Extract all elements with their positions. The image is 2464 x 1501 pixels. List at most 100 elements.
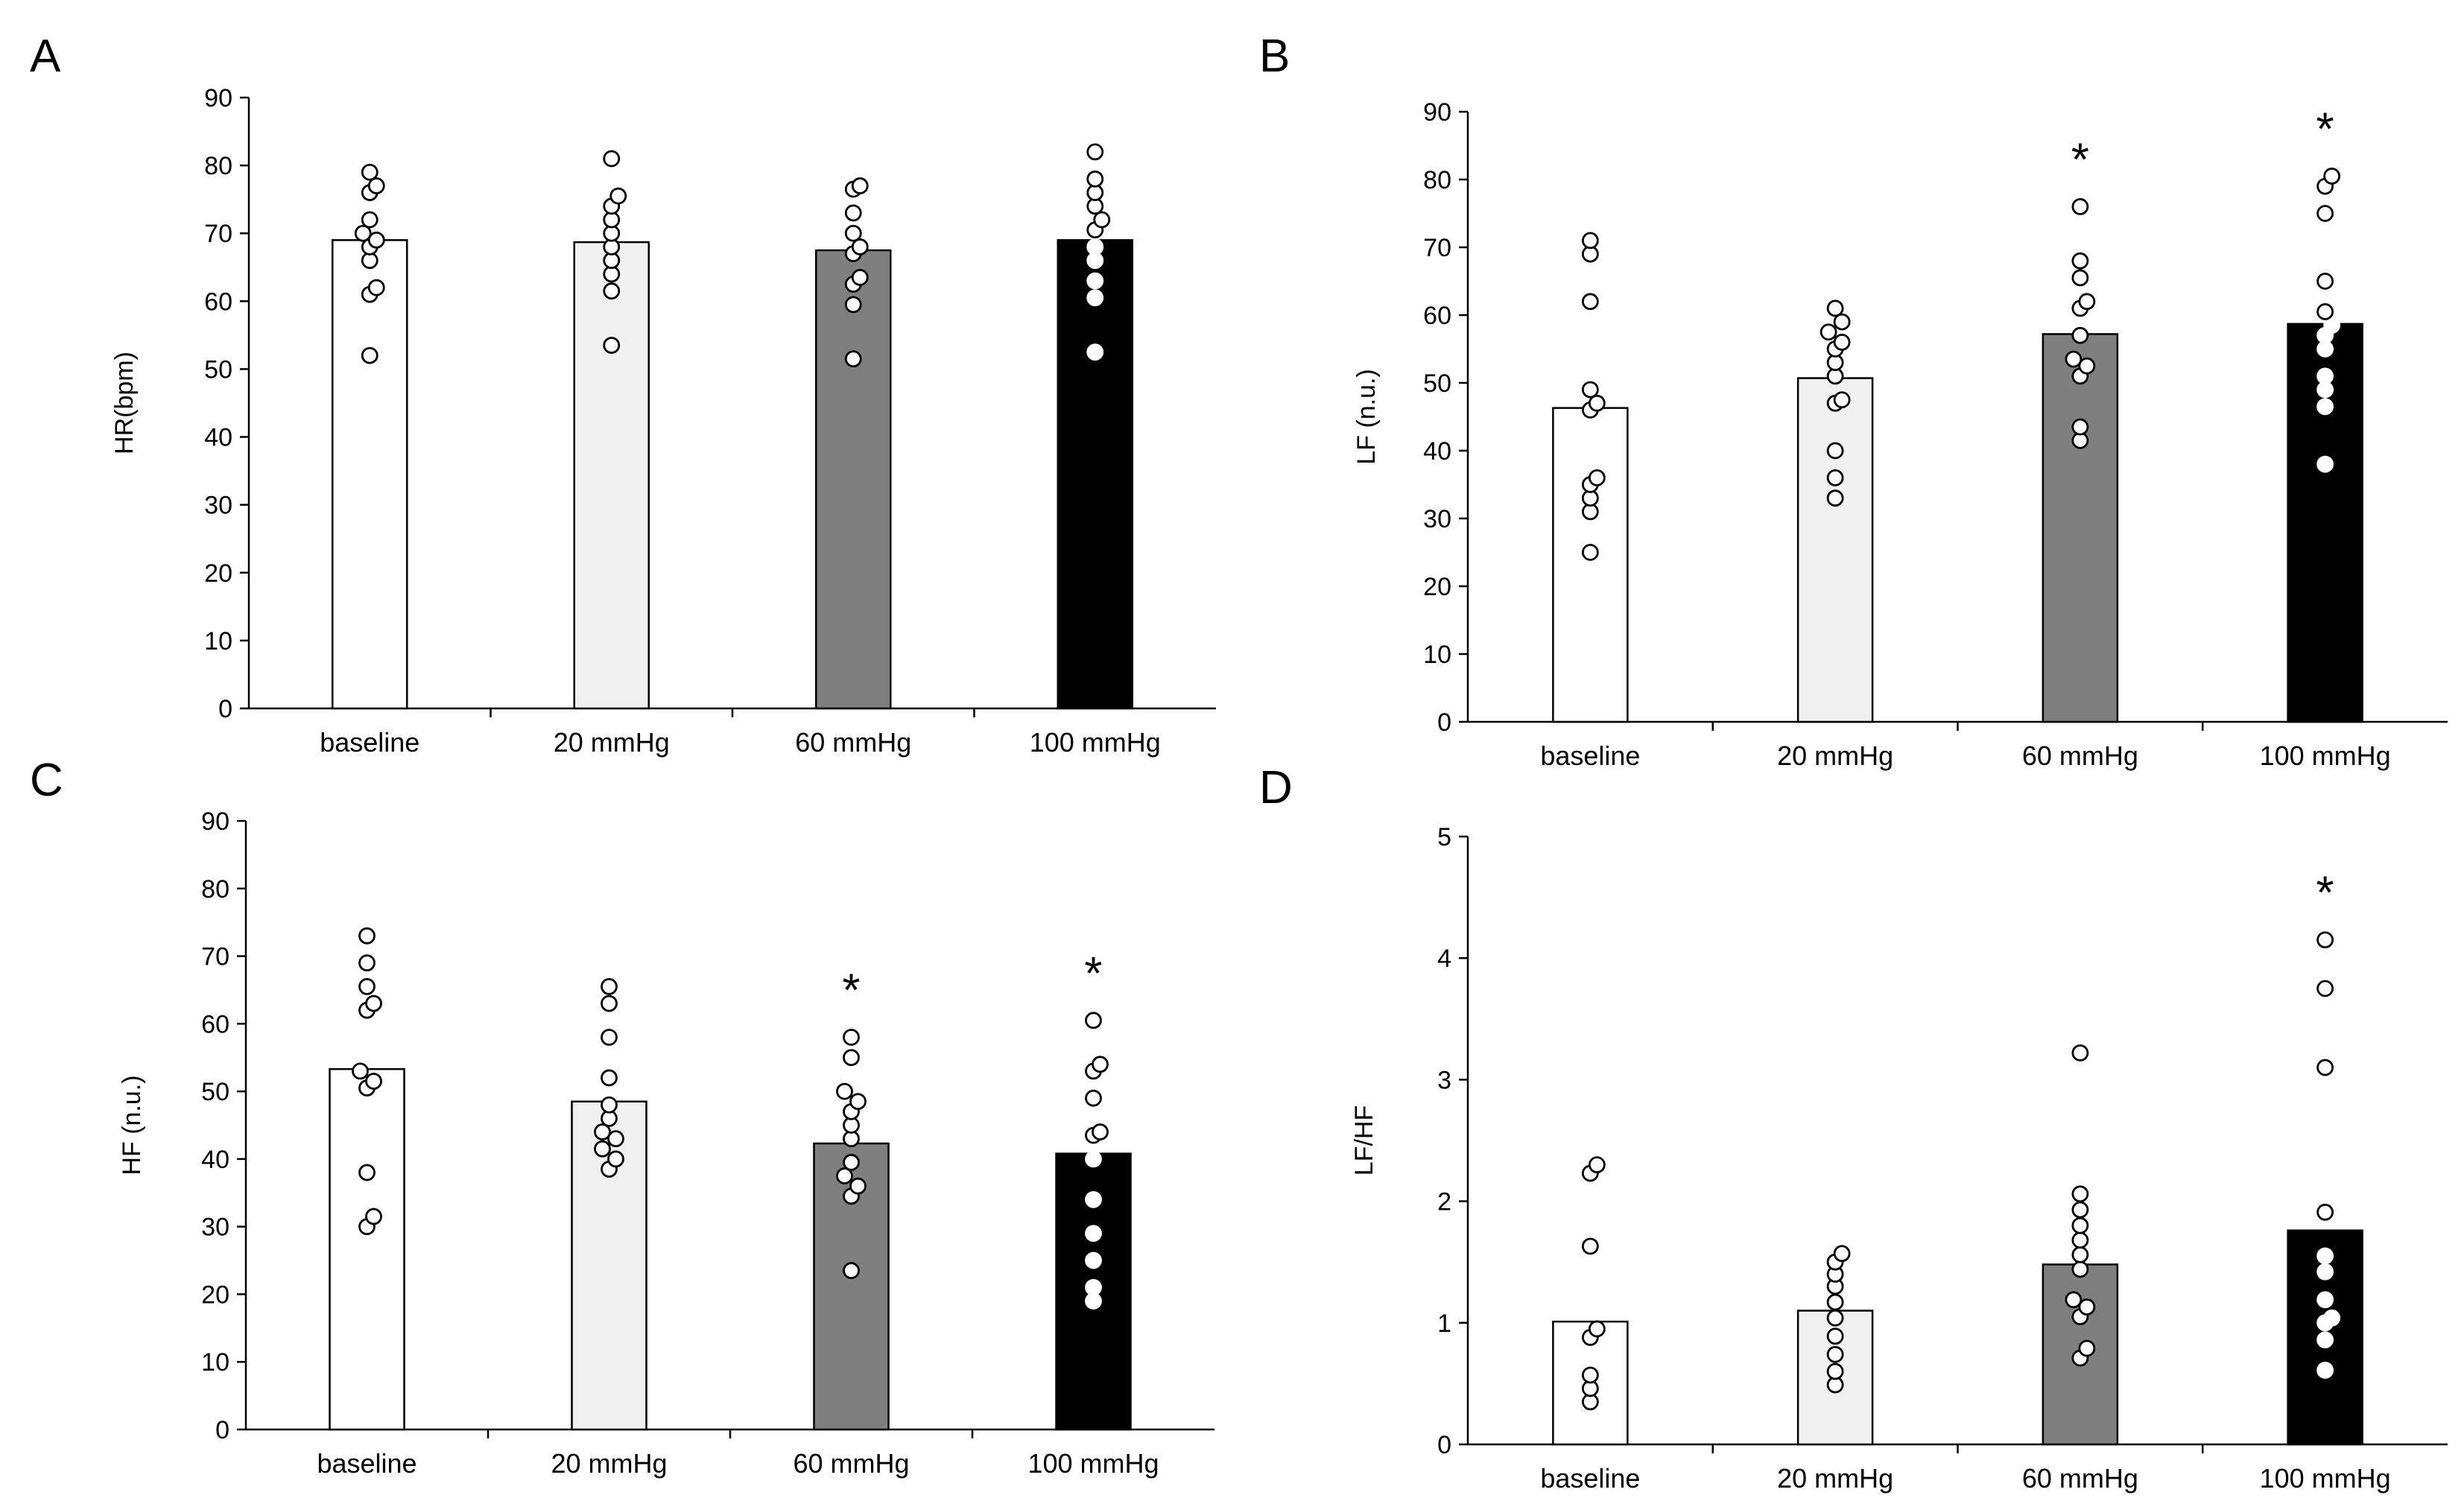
data-point (1086, 272, 1104, 290)
y-tick-label: 0 (1437, 1431, 1451, 1459)
data-point (843, 1049, 860, 1067)
data-point (1085, 1278, 1102, 1296)
y-tick-label: 5 (1437, 823, 1451, 851)
panel-D: D LF/HF 0 1 2 3 4 5 baseline 20 mmHg 60 mmHg 100 mm… (1259, 762, 2448, 1494)
y-tick-label: 0 (215, 1416, 229, 1444)
data-point (361, 346, 379, 364)
data-point (607, 1150, 624, 1168)
data-point (2316, 1203, 2334, 1221)
data-point (358, 954, 376, 972)
data-point (367, 177, 385, 194)
x-tick-label: 60 mmHg (795, 727, 911, 758)
significance-star: * (2316, 104, 2334, 155)
data-point (849, 1093, 867, 1111)
data-point (2316, 1263, 2334, 1281)
data-point (603, 337, 621, 354)
data-point (1092, 1123, 1109, 1140)
x-tick-label: baseline (320, 727, 419, 758)
data-point (2071, 269, 2089, 287)
data-point (365, 1208, 382, 1225)
x-tick-label: baseline (317, 1448, 417, 1479)
panel-letter: A (30, 31, 61, 82)
y-axis-title: HR(bpm) (110, 352, 139, 454)
x-tick-label: baseline (1540, 1463, 1640, 1494)
x-tick-label: 20 mmHg (551, 1448, 667, 1479)
data-point (1826, 469, 1844, 486)
data-point (1833, 391, 1851, 409)
y-tick-label: 90 (1423, 98, 1451, 127)
panel-letter: C (30, 755, 63, 806)
data-point (358, 978, 376, 995)
x-tick-label: 100 mmHg (2260, 1463, 2391, 1494)
data-point (2078, 357, 2096, 375)
y-tick-label: 10 (201, 1348, 229, 1377)
y-tick-label: 50 (204, 355, 232, 384)
panel-B: B LF (n.u.) 0 10 20 30 40 50 60 70 80 90 baseline 20 … (1259, 31, 2448, 771)
data-point (1085, 1150, 1102, 1168)
data-point (2316, 1362, 2334, 1379)
data-point (849, 1177, 867, 1195)
data-point (594, 1140, 611, 1158)
data-point (843, 1029, 860, 1046)
significance-star: * (1084, 948, 1102, 1000)
data-point (2316, 455, 2334, 473)
data-point (361, 163, 379, 181)
data-point (844, 296, 862, 314)
significance-star: * (2071, 134, 2089, 185)
data-point (2071, 1231, 2089, 1249)
bar-baseline (1552, 407, 1629, 723)
data-point (2316, 931, 2334, 949)
data-point (1581, 1237, 1599, 1255)
x-tick-label: 100 mmHg (1030, 727, 1161, 758)
y-tick-label: 50 (201, 1078, 229, 1106)
bar-60-mmhg (815, 249, 892, 710)
data-point (352, 1062, 369, 1080)
data-point (1085, 1089, 1102, 1107)
data-point (843, 1154, 860, 1171)
data-point (1826, 489, 1844, 507)
data-point (2316, 1291, 2334, 1309)
data-point (2316, 273, 2334, 290)
y-axis-title: LF (n.u.) (1352, 369, 1381, 464)
data-point (367, 231, 385, 249)
y-tick-label: 70 (204, 220, 232, 248)
data-point (2071, 326, 2089, 344)
y-tick-label: 70 (201, 943, 229, 971)
data-point (1826, 1327, 1844, 1345)
data-point (2323, 168, 2341, 185)
data-point (843, 1262, 860, 1280)
data-point (2316, 367, 2334, 385)
data-point (601, 978, 618, 995)
data-point (1581, 544, 1599, 561)
x-tick-label: 60 mmHg (2022, 1463, 2138, 1494)
data-point (1588, 1320, 1606, 1338)
data-point (851, 269, 869, 286)
x-tick-label: 20 mmHg (1777, 1463, 1893, 1494)
y-tick-label: 10 (1423, 641, 1451, 669)
y-tick-label: 70 (1423, 234, 1451, 262)
bar-baseline (329, 1067, 405, 1431)
data-point (1086, 343, 1104, 361)
y-tick-label: 30 (1423, 505, 1451, 533)
data-point (1826, 299, 1844, 317)
x-tick-label: 60 mmHg (793, 1448, 909, 1479)
data-point (365, 994, 382, 1012)
y-tick-label: 80 (204, 152, 232, 180)
x-tick-label: 100 mmHg (1027, 1448, 1159, 1479)
data-point (603, 150, 621, 168)
data-point (358, 927, 376, 945)
data-point (361, 211, 379, 229)
data-point (2078, 1339, 2096, 1357)
panel-A: A HR(bpm) 0 10 20 30 40 50 60 70 80 90 baseline 20 mm… (30, 31, 1216, 758)
data-point (2323, 1309, 2341, 1327)
y-tick-label: 2 (1437, 1188, 1451, 1216)
panel-letter: D (1259, 762, 1293, 813)
y-axis-title: HF (n.u.) (118, 1075, 146, 1175)
data-point (2323, 317, 2341, 334)
data-point (851, 238, 869, 256)
data-point (844, 350, 862, 368)
y-tick-label: 30 (201, 1213, 229, 1242)
data-point (1826, 442, 1844, 460)
y-tick-label: 0 (218, 695, 232, 723)
